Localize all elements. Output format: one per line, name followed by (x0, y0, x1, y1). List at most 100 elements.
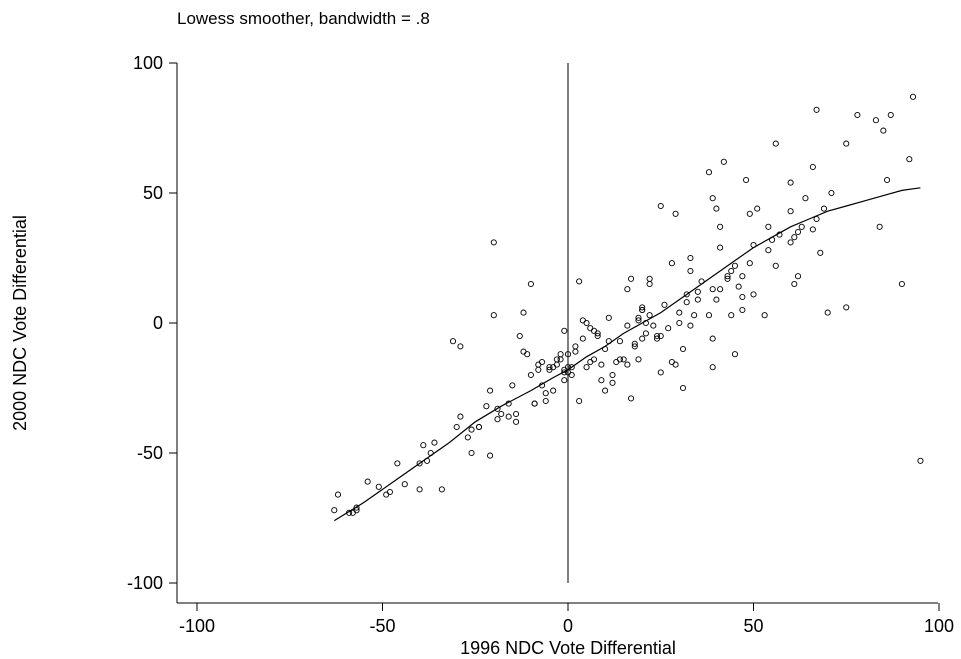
scatter-point (576, 397, 583, 405)
scatter-point (594, 330, 601, 337)
scatter-point (724, 273, 731, 280)
scatter-point (728, 267, 735, 275)
scatter-point (887, 111, 894, 119)
scatter-point (761, 312, 768, 319)
scatter-point (386, 488, 393, 496)
scatter-point (705, 169, 713, 176)
scatter-point (872, 117, 879, 124)
scatter-point (416, 460, 423, 467)
scatter-point (791, 280, 798, 288)
scatter-point (602, 387, 609, 394)
scatter-point (657, 369, 664, 376)
scatter-point (520, 348, 527, 355)
scatter-point (624, 361, 631, 368)
scatter-point (468, 449, 475, 457)
scatter-point (513, 418, 520, 425)
scatter-point (731, 262, 739, 269)
scatter-point (661, 301, 668, 308)
scatter-point (639, 335, 646, 342)
y-tick-label: 0 (153, 313, 163, 333)
scatter-point (483, 403, 490, 410)
scatter-point (880, 127, 887, 134)
scatter-point (487, 387, 494, 394)
scatter-point (828, 189, 835, 197)
y-tick-label: -50 (137, 443, 163, 463)
scatter-point (353, 504, 360, 511)
scatter-point (657, 202, 664, 210)
scatter-point (464, 434, 471, 441)
scatter-point (743, 176, 750, 184)
scatter-point (691, 312, 698, 319)
scatter-point (709, 364, 716, 371)
scatter-point (524, 351, 531, 358)
scatter-point (590, 327, 598, 334)
scatter-point (594, 332, 601, 340)
scatter-point (705, 312, 713, 319)
scatter-point (609, 371, 616, 379)
scatter-point (717, 223, 724, 230)
scatter-point (843, 140, 850, 147)
scatter-point (791, 234, 798, 241)
scatter-point (509, 382, 516, 389)
scatter-point (787, 239, 794, 246)
x-tick-label: -50 (369, 616, 395, 636)
scatter-point (616, 338, 623, 345)
scatter-point (646, 280, 653, 288)
scatter-point (754, 205, 761, 212)
scatter-point (624, 322, 631, 329)
y-tick-label: 50 (143, 183, 163, 203)
scatter-point (561, 327, 568, 334)
scatter-point (375, 483, 382, 490)
scatter-point (583, 364, 590, 371)
scatter-point (653, 332, 661, 340)
scatter-point (668, 260, 675, 267)
scatter-point (631, 343, 638, 350)
scatter-point (917, 457, 924, 464)
scatter-point (628, 275, 635, 282)
scatter-point (490, 312, 497, 319)
scatter-point (720, 158, 727, 165)
x-axis-ticks: -100 -50 0 50 100 (179, 603, 954, 636)
scatter-point (364, 478, 371, 485)
scatter-point (820, 205, 828, 212)
scatter-point (679, 384, 687, 392)
scatter-point (401, 481, 408, 488)
scatter-point (709, 286, 716, 293)
scatter-point (598, 377, 605, 384)
scatter-point (531, 400, 538, 407)
scatter-point (494, 405, 501, 412)
scatter-point (728, 312, 735, 319)
scatter-point (713, 205, 720, 212)
scatter-point (672, 361, 679, 368)
scatter-point (765, 247, 772, 254)
chart-subtitle: Lowess smoother, bandwidth = .8 (177, 9, 430, 28)
scatter-point (564, 351, 572, 358)
scatter-point (527, 371, 534, 379)
scatter-point (457, 343, 464, 350)
scatter-point (605, 314, 612, 321)
scatter-point (898, 280, 905, 288)
scatter-point (561, 369, 568, 376)
scatter-point (557, 356, 564, 363)
scatter-point (735, 283, 742, 290)
scatter-point (843, 304, 850, 311)
scatter-point (542, 390, 549, 397)
scatter-point (431, 439, 438, 446)
scatter-point (809, 226, 816, 233)
scatter-point (909, 93, 917, 100)
scatter-point (635, 314, 642, 321)
scatter-point (639, 304, 646, 311)
scatter-point (787, 208, 794, 215)
y-tick-label: -100 (127, 573, 163, 593)
scatter-point (587, 325, 594, 332)
scatter-point (635, 356, 642, 363)
scatter-point (609, 379, 616, 386)
lowess-line (333, 187, 921, 522)
scatter-point (687, 322, 694, 329)
scatter-point (694, 288, 701, 295)
scatter-point (394, 460, 401, 467)
scatter-point (520, 309, 527, 316)
scatter-point (731, 351, 739, 358)
scatter-point (694, 296, 701, 303)
